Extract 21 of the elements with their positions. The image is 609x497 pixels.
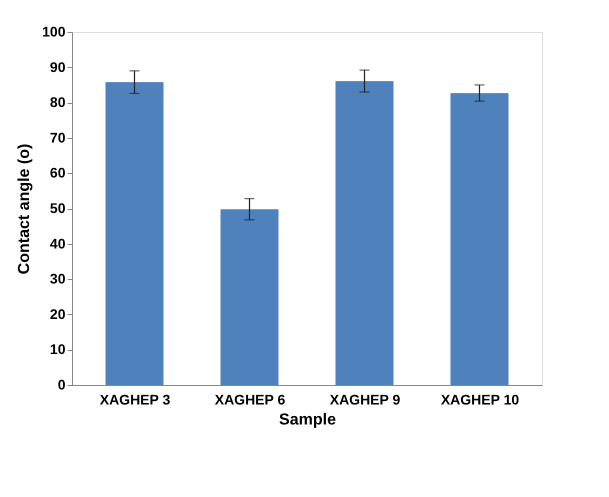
y-tick-label: 100 [42, 24, 66, 40]
x-tick-label: XAGHEP 6 [214, 392, 286, 408]
y-tick-label: 50 [50, 200, 66, 216]
y-tick-label: 80 [50, 94, 66, 110]
x-tick-label: XAGHEP 10 [440, 392, 520, 408]
bar [336, 81, 394, 385]
bar [220, 209, 278, 385]
y-tick-label: 70 [50, 129, 66, 146]
x-tick-label: XAGHEP 9 [330, 392, 400, 408]
y-axis-title: Contact angle (o) [16, 144, 34, 274]
x-axis-title: Sample [279, 412, 336, 428]
y-tick-label: 90 [50, 58, 66, 75]
y-tick-label: 20 [50, 306, 66, 322]
y-tick-label: 60 [50, 164, 66, 181]
x-tick-label: XAGHEP 3 [100, 392, 170, 408]
bar [450, 93, 508, 385]
y-tick-label: 40 [50, 235, 66, 252]
y-tick-label: 0 [58, 376, 66, 392]
y-tick-label: 10 [50, 341, 66, 358]
bar [106, 82, 164, 385]
y-tick-label: 30 [50, 270, 66, 287]
